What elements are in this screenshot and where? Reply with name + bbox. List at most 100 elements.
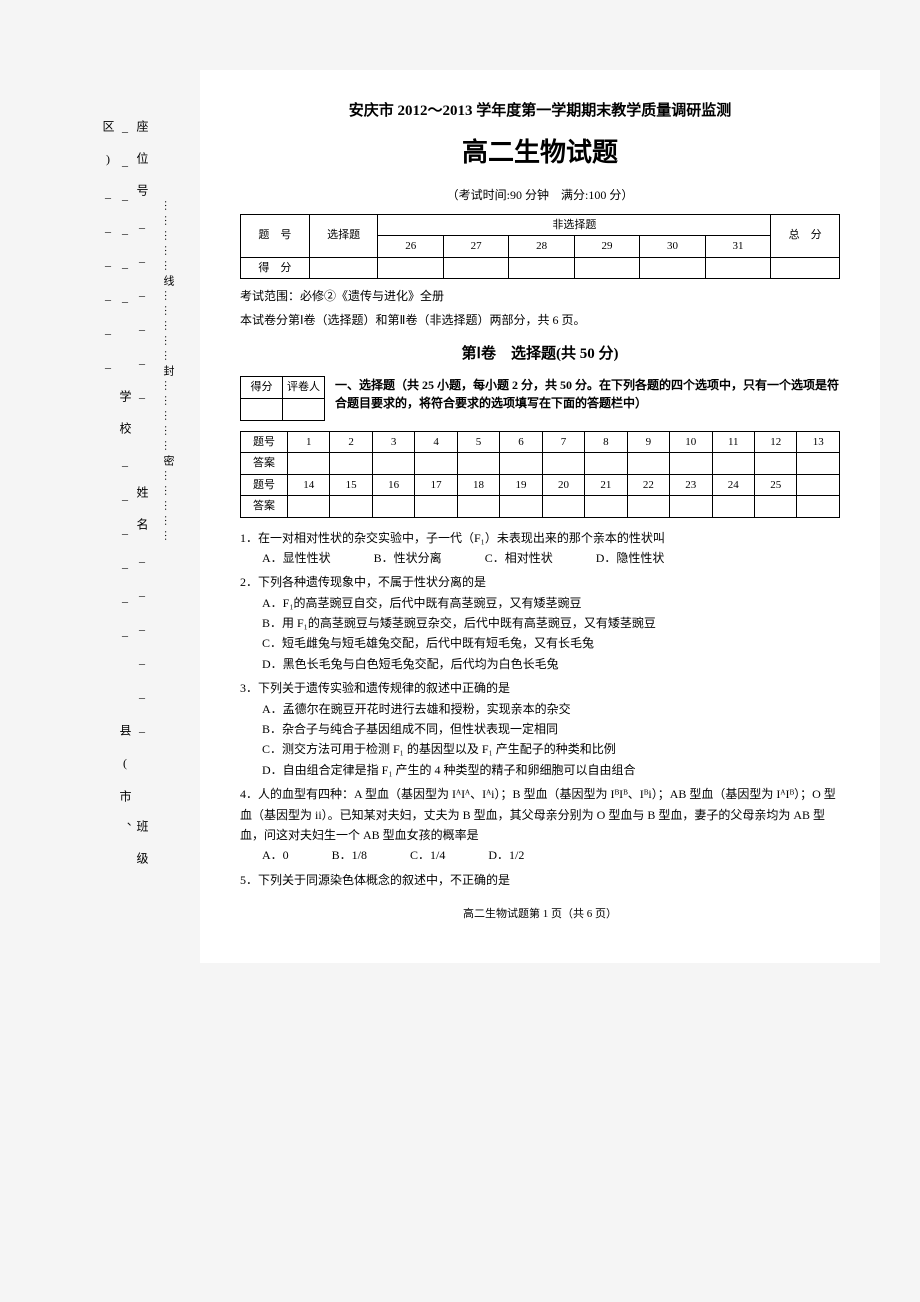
ans-cell [372, 496, 414, 518]
page-footer: 高二生物试题第 1 页（共 6 页） [240, 906, 840, 923]
qnum: 15 [330, 474, 372, 496]
box-label: 评卷人 [283, 376, 325, 398]
q1-options: A．显性性状 B．性状分离 C．相对性状 D．隐性性状 [240, 548, 840, 568]
question-1: 1．在一对相对性状的杂交实验中，子一代（F₁）未表现出来的那个亲本的性状叫 A．… [240, 528, 840, 569]
ans-cell [754, 453, 796, 475]
ans-cell [288, 453, 330, 475]
ans-cell [457, 453, 499, 475]
ans-cell [797, 453, 840, 475]
q3-stem: 3．下列关于遗传实验和遗传规律的叙述中正确的是 [240, 678, 840, 698]
ans-cell [627, 453, 669, 475]
box-label: 得分 [241, 376, 283, 398]
exam-page: 安庆市 2012～2013 学年度第一学期期末教学质量调研监测 高二生物试题 （… [200, 70, 880, 963]
row-label: 答案 [241, 496, 288, 518]
qnum: 7 [542, 431, 584, 453]
score-summary-table: 题 号 选择题 非选择题 总 分 26 27 28 29 30 31 得 分 [240, 214, 840, 280]
ans-cell [457, 496, 499, 518]
qnum: 23 [670, 474, 712, 496]
ans-cell [372, 453, 414, 475]
col-header: 总 分 [771, 214, 840, 257]
question-3: 3．下列关于遗传实验和遗传规律的叙述中正确的是 A．孟德尔在豌豆开花时进行去雄和… [240, 678, 840, 780]
qnum: 16 [372, 474, 414, 496]
qnum: 6 [500, 431, 542, 453]
q3-opt-d: D．自由组合定律是指 F₁ 产生的 4 种类型的精子和卵细胞可以自由组合 [240, 760, 840, 780]
q2-opt-d: D．黑色长毛兔与白色短毛兔交配，后代均为白色长毛兔 [240, 654, 840, 674]
side-label: 座位号 [135, 120, 149, 216]
box-cell [283, 398, 325, 420]
ans-cell [712, 453, 754, 475]
sub-col: 30 [640, 236, 705, 258]
qnum: 2 [330, 431, 372, 453]
section1-title: 第Ⅰ卷 选择题(共 50 分) [240, 343, 840, 366]
q2-opt-a: A．F₁的高茎豌豆自交，后代中既有高茎豌豆，又有矮茎豌豆 [240, 593, 840, 613]
binding-side-labels: 座位号______ 姓名______ 班级______ 学校______ 县(市… [100, 120, 151, 920]
question-4: 4．人的血型有四种：A 型血（基因型为 IᴬIᴬ、Iᴬi）；B 型血（基因型为 … [240, 784, 840, 866]
q1-stem: 1．在一对相对性状的杂交实验中，子一代（F₁）未表现出来的那个亲本的性状叫 [240, 528, 840, 548]
score-cell [443, 257, 508, 279]
qnum: 19 [500, 474, 542, 496]
score-cell [309, 257, 378, 279]
sub-col: 31 [705, 236, 770, 258]
qnum [797, 474, 840, 496]
score-cell [574, 257, 639, 279]
ans-cell [670, 453, 712, 475]
row-label: 题号 [241, 474, 288, 496]
question-5: 5．下列关于同源染色体概念的叙述中，不正确的是 [240, 870, 840, 890]
q2-stem: 2．下列各种遗传现象中，不属于性状分离的是 [240, 572, 840, 592]
q1-opt-b: B．性状分离 [374, 548, 442, 568]
q3-opt-c: C．测交方法可用于检测 F₁ 的基因型以及 F₁ 产生配子的种类和比例 [240, 739, 840, 759]
ans-cell [585, 453, 627, 475]
col-header: 非选择题 [378, 214, 771, 236]
side-label: 学校 [118, 390, 132, 454]
side-label: 县(市、区) [101, 120, 132, 854]
q4-opt-c: C．1/4 [410, 845, 445, 865]
exam-structure: 本试卷分第Ⅰ卷（选择题）和第Ⅱ卷（非选择题）两部分，共 6 页。 [240, 311, 840, 329]
section-instruction: 一、选择题（共 25 小题，每小题 2 分，共 50 分。在下列各题的四个选项中… [335, 376, 840, 412]
score-cell [509, 257, 574, 279]
ans-cell [585, 496, 627, 518]
qnum: 1 [288, 431, 330, 453]
side-label: 姓名 [135, 486, 149, 550]
ans-cell [542, 496, 584, 518]
qnum: 20 [542, 474, 584, 496]
ans-cell [670, 496, 712, 518]
col-header: 选择题 [309, 214, 378, 257]
q1-opt-d: D．隐性性状 [596, 548, 665, 568]
ans-cell [542, 453, 584, 475]
q2-opt-b: B．用 F₁的高茎豌豆与矮茎豌豆杂交，后代中既有高茎豌豆，又有矮茎豌豆 [240, 613, 840, 633]
score-cell [771, 257, 840, 279]
qnum: 10 [670, 431, 712, 453]
score-cell [640, 257, 705, 279]
exam-info: （考试时间:90 分钟 满分:100 分） [240, 186, 840, 204]
q4-options: A．0 B．1/8 C．1/4 D．1/2 [240, 845, 840, 865]
sub-col: 29 [574, 236, 639, 258]
qnum: 13 [797, 431, 840, 453]
ans-cell [712, 496, 754, 518]
sub-col: 26 [378, 236, 443, 258]
qnum: 21 [585, 474, 627, 496]
q2-opt-c: C．短毛雌兔与短毛雄兔交配，后代中既有短毛兔，又有长毛兔 [240, 633, 840, 653]
ans-cell [500, 453, 542, 475]
ans-cell [797, 496, 840, 518]
row-label: 答案 [241, 453, 288, 475]
ans-cell [330, 453, 372, 475]
qnum: 11 [712, 431, 754, 453]
qnum: 18 [457, 474, 499, 496]
question-2: 2．下列各种遗传现象中，不属于性状分离的是 A．F₁的高茎豌豆自交，后代中既有高… [240, 572, 840, 674]
q4-stem: 4．人的血型有四种：A 型血（基因型为 IᴬIᴬ、Iᴬi）；B 型血（基因型为 … [240, 784, 840, 845]
qnum: 9 [627, 431, 669, 453]
q1-opt-c: C．相对性状 [485, 548, 553, 568]
q4-opt-b: B．1/8 [332, 845, 367, 865]
q4-opt-d: D．1/2 [488, 845, 524, 865]
qnum: 8 [585, 431, 627, 453]
qnum: 14 [288, 474, 330, 496]
instruction-row: 得分 评卷人 一、选择题（共 25 小题，每小题 2 分，共 50 分。在下列各… [240, 376, 840, 421]
exam-scope: 考试范围：必修②《遗传与进化》全册 [240, 287, 840, 305]
q5-stem: 5．下列关于同源染色体概念的叙述中，不正确的是 [240, 870, 840, 890]
grader-box: 得分 评卷人 [240, 376, 325, 421]
ans-cell [415, 453, 457, 475]
sub-col: 28 [509, 236, 574, 258]
qnum: 5 [457, 431, 499, 453]
col-header: 题 号 [241, 214, 310, 257]
sub-col: 27 [443, 236, 508, 258]
